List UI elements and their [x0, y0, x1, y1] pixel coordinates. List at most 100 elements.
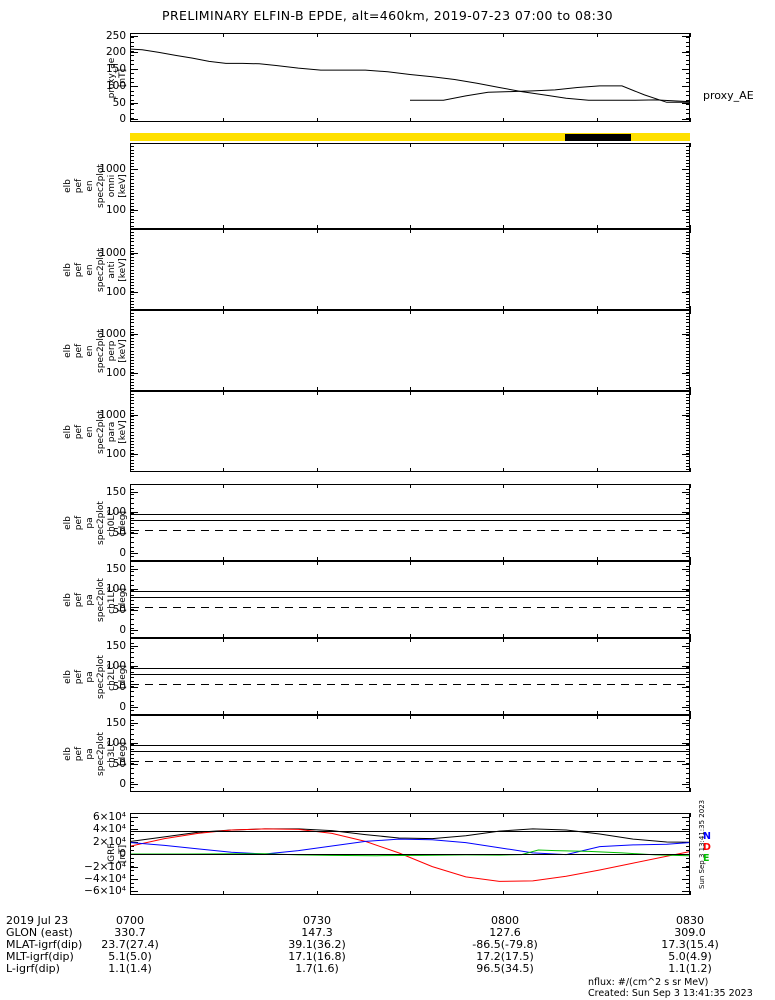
x-minor-tick — [503, 229, 504, 233]
ytick-en_omni-1: 100 — [105, 204, 126, 217]
minor-tick — [130, 739, 134, 740]
x-minor-tick — [503, 391, 504, 395]
minor-tick — [686, 450, 690, 451]
x-minor-tick — [317, 711, 318, 715]
major-tick — [130, 891, 138, 892]
footer-nflux: nflux: #/(cm^2 s sr MeV) — [588, 977, 709, 988]
major-tick — [130, 867, 138, 868]
x-minor-tick — [130, 561, 131, 565]
info-value-4-2: 96.5(34.5) — [476, 962, 534, 975]
minor-tick — [686, 604, 690, 605]
minor-tick — [130, 288, 134, 289]
ytick-en_para-1: 100 — [105, 448, 126, 461]
x-minor-tick — [130, 638, 131, 642]
minor-tick — [130, 643, 134, 644]
minor-tick — [130, 397, 134, 398]
minor-tick — [686, 251, 690, 252]
ylabel-en_omni-2: en — [85, 180, 95, 192]
x-minor-tick — [410, 891, 411, 895]
info-value-0-2: 0800 — [491, 914, 519, 927]
ytick-igrf-4: −2×10⁴ — [84, 860, 126, 873]
minor-tick — [130, 196, 134, 197]
minor-tick — [686, 754, 690, 755]
x-minor-tick — [690, 634, 691, 638]
major-tick — [130, 723, 138, 724]
minor-tick — [686, 444, 690, 445]
x-minor-tick — [130, 143, 131, 147]
x-minor-tick — [503, 638, 504, 642]
x-minor-tick — [317, 306, 318, 310]
minor-tick — [130, 432, 134, 433]
info-value-0-1: 0730 — [303, 914, 331, 927]
minor-tick — [686, 245, 690, 246]
guide-dashed-pa_ch1lc-0 — [131, 607, 689, 608]
igrf-legend-n: N — [703, 831, 711, 842]
minor-tick — [686, 686, 690, 687]
minor-tick — [686, 176, 690, 177]
minor-tick — [686, 498, 690, 499]
major-tick — [682, 292, 690, 293]
minor-tick — [686, 288, 690, 289]
footer-created: Created: Sun Sep 3 13:41:35 2023 — [588, 988, 753, 999]
major-tick — [130, 373, 138, 374]
x-minor-tick — [223, 229, 224, 233]
minor-tick — [686, 183, 690, 184]
minor-tick — [130, 537, 134, 538]
minor-tick — [130, 69, 134, 70]
minor-tick — [686, 609, 690, 610]
minor-tick — [686, 681, 690, 682]
minor-tick — [130, 609, 134, 610]
minor-tick — [686, 648, 690, 649]
minor-tick — [130, 394, 134, 395]
minor-tick — [686, 42, 690, 43]
x-minor-tick — [597, 813, 598, 817]
major-tick — [130, 69, 138, 70]
minor-tick — [130, 332, 134, 333]
minor-tick — [686, 556, 690, 557]
minor-tick — [686, 316, 690, 317]
minor-tick — [130, 887, 134, 888]
minor-tick — [686, 344, 690, 345]
info-value-3-1: 17.1(16.8) — [288, 950, 346, 963]
minor-tick — [130, 307, 134, 308]
minor-tick — [686, 156, 690, 157]
ytick-igrf-1: 4×10⁴ — [92, 823, 126, 836]
minor-tick — [130, 206, 134, 207]
x-minor-tick — [690, 557, 691, 561]
x-minor-tick — [597, 638, 598, 642]
minor-tick — [686, 209, 690, 210]
info-value-2-3: 17.3(15.4) — [661, 938, 719, 951]
x-minor-tick — [597, 143, 598, 147]
guide-solid-pa_ch0lc-1 — [131, 520, 689, 521]
x-minor-tick — [223, 306, 224, 310]
minor-tick — [686, 858, 690, 859]
minor-tick — [130, 260, 134, 261]
minor-tick — [686, 887, 690, 888]
info-value-1-2: 127.6 — [489, 926, 521, 939]
x-minor-tick — [130, 225, 131, 229]
minor-tick — [686, 394, 690, 395]
info-value-1-1: 147.3 — [301, 926, 333, 939]
minor-tick — [686, 739, 690, 740]
minor-tick — [686, 537, 690, 538]
ylabel-en_omni-1: pef — [74, 178, 84, 194]
minor-tick — [686, 55, 690, 56]
minor-tick — [686, 248, 690, 249]
minor-tick — [130, 672, 134, 673]
minor-tick — [686, 643, 690, 644]
minor-tick — [130, 51, 134, 52]
minor-tick — [130, 879, 134, 880]
minor-tick — [686, 163, 690, 164]
major-tick — [130, 169, 138, 170]
minor-tick — [686, 196, 690, 197]
minor-tick — [686, 883, 690, 884]
x-minor-tick — [410, 715, 411, 719]
minor-tick — [686, 425, 690, 426]
minor-tick — [686, 46, 690, 47]
minor-tick — [130, 763, 134, 764]
minor-tick — [686, 422, 690, 423]
minor-tick — [130, 199, 134, 200]
minor-tick — [686, 206, 690, 207]
minor-tick — [686, 846, 690, 847]
minor-tick — [130, 696, 134, 697]
